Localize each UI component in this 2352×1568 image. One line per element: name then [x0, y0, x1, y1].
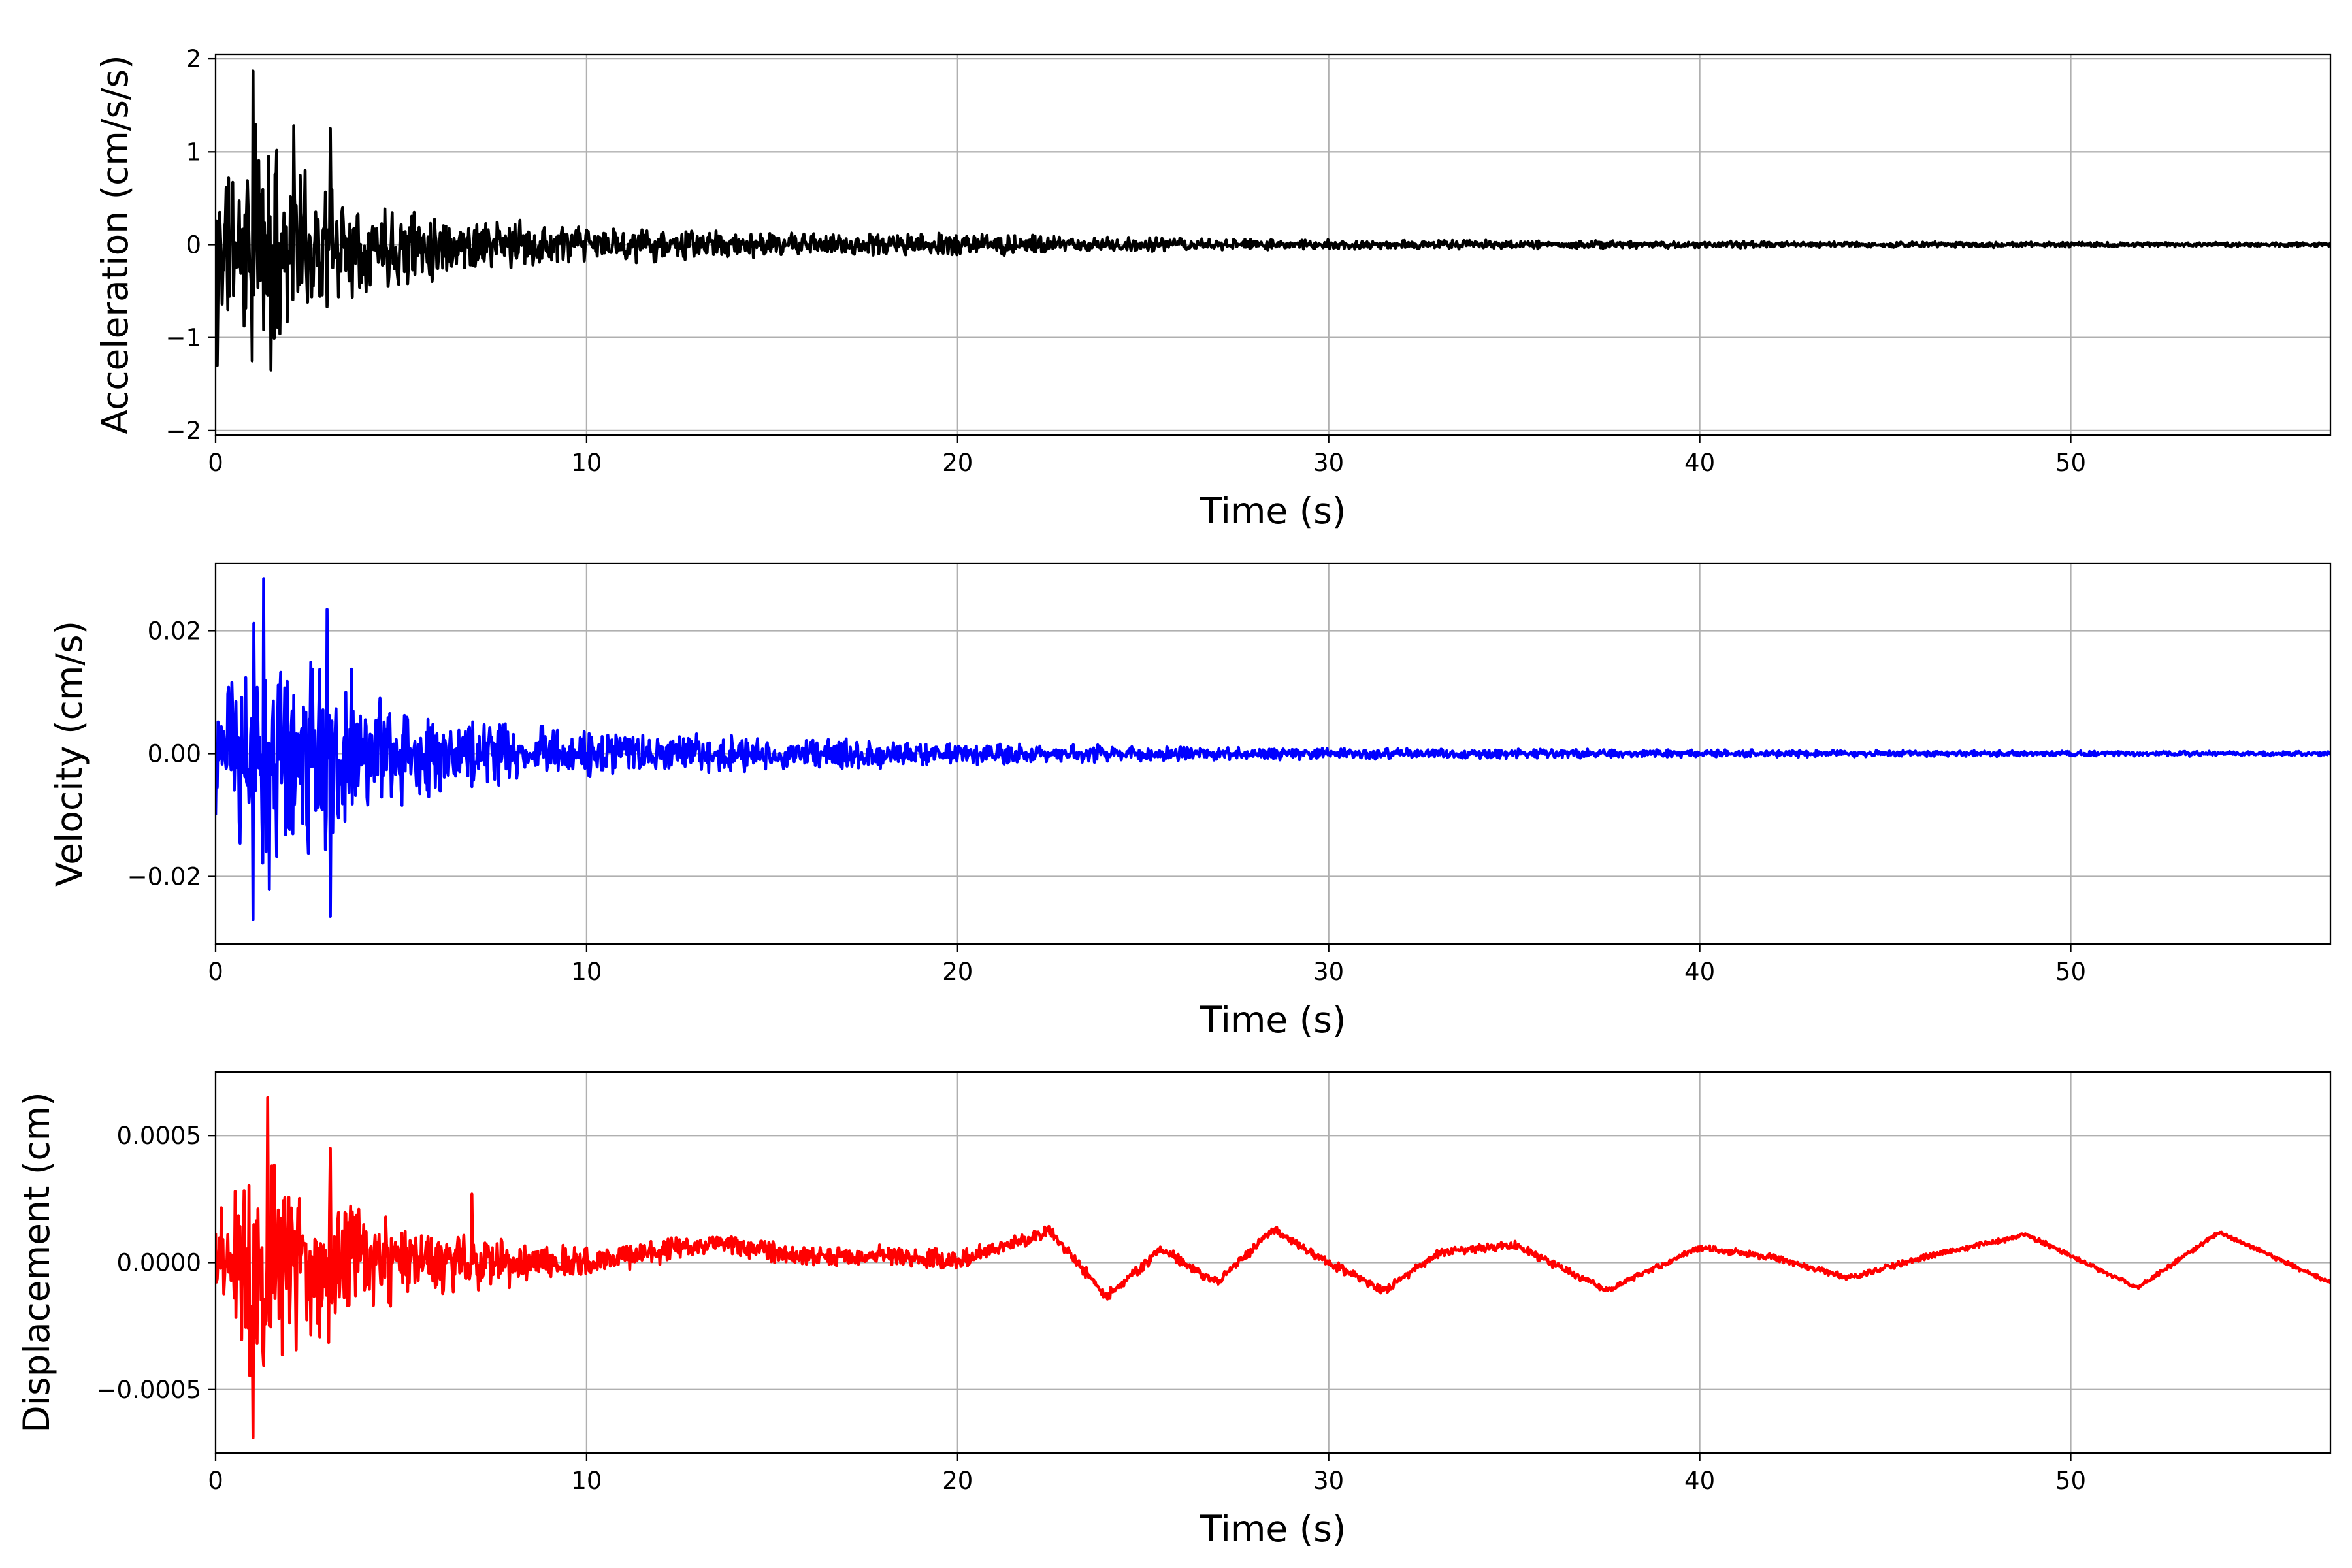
velocity-x-tick-label-4: 40 — [1684, 958, 1715, 986]
acceleration-x-tick-label-3: 30 — [1313, 449, 1344, 477]
velocity-y-tick-label-1: 0.00 — [148, 740, 201, 768]
displacement-x-tick-label-0: 0 — [208, 1467, 223, 1495]
velocity-x-tick-label-2: 20 — [942, 958, 973, 986]
velocity-x-tick-label-1: 10 — [571, 958, 602, 986]
acceleration-panel: 0 10 20 30 40 50 −2 −1 0 1 2 Time (s) Acceleration (… — [94, 45, 2332, 532]
acceleration-y-tick-label-3: 1 — [186, 138, 201, 166]
displacement-y-tick-label-2: 0.0005 — [117, 1122, 201, 1150]
velocity-x-tick-label-0: 0 — [208, 958, 223, 986]
displacement-y-axis-label: Displacement (cm) — [16, 1092, 57, 1433]
displacement-x-tick-label-1: 10 — [571, 1467, 602, 1495]
acceleration-x-tick-label-2: 20 — [942, 449, 973, 477]
acceleration-x-tick-label-1: 10 — [571, 449, 602, 477]
velocity-y-tick-label-2: 0.02 — [148, 617, 201, 645]
acceleration-x-axis-label: Time (s) — [1200, 490, 1347, 532]
displacement-y-tick-label-0: −0.0005 — [97, 1376, 201, 1404]
velocity-y-tick-label-0: −0.02 — [127, 863, 201, 891]
displacement-y-tick-label-1: 0.0000 — [117, 1249, 201, 1277]
velocity-x-tick-label-5: 50 — [2055, 958, 2086, 986]
displacement-panel: 0 10 20 30 40 50 −0.0005 0.0000 0.0005 Time (s) Di… — [16, 1071, 2332, 1550]
displacement-x-axis-label: Time (s) — [1200, 1508, 1347, 1550]
displacement-x-tick-label-5: 50 — [2055, 1467, 2086, 1495]
acceleration-y-tick-label-0: −2 — [165, 417, 201, 445]
acceleration-x-tick-label-0: 0 — [208, 449, 223, 477]
displacement-x-tick-label-2: 20 — [942, 1467, 973, 1495]
acceleration-y-tick-label-4: 2 — [186, 45, 201, 73]
velocity-series-line-0 — [216, 577, 2330, 921]
displacement-series-line-0 — [216, 1096, 2330, 1439]
acceleration-y-tick-label-2: 0 — [186, 231, 201, 259]
acceleration-x-tick-label-4: 40 — [1684, 449, 1715, 477]
acceleration-y-axis-label: Acceleration (cm/s/s) — [94, 55, 136, 434]
velocity-y-axis-label: Velocity (cm/s) — [48, 621, 90, 887]
velocity-x-tick-label-3: 30 — [1313, 958, 1344, 986]
acceleration-series-line-0 — [216, 69, 2330, 372]
acceleration-y-tick-label-1: −1 — [165, 324, 201, 352]
velocity-x-axis-label: Time (s) — [1200, 999, 1347, 1041]
velocity-panel: 0 10 20 30 40 50 −0.02 0.00 0.02 Time (s) Velocity… — [48, 562, 2332, 1041]
displacement-x-tick-label-3: 30 — [1313, 1467, 1344, 1495]
acceleration-x-tick-label-5: 50 — [2055, 449, 2086, 477]
displacement-x-tick-label-4: 40 — [1684, 1467, 1715, 1495]
